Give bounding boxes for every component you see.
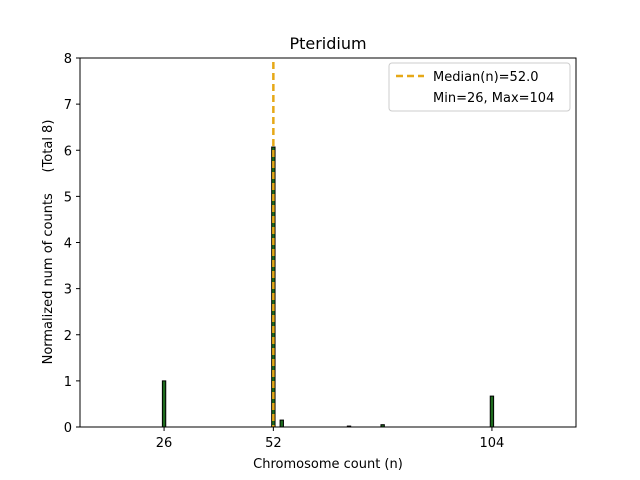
bars-group: [161, 146, 495, 428]
plot-frame: [79, 57, 577, 428]
y-tick-label-4: 4: [64, 237, 72, 252]
chart-title: Pteridium: [289, 34, 366, 53]
bar-104: [489, 395, 495, 428]
y-axis-label: Normalized num of counts (Total 8): [41, 120, 56, 365]
y-tick-label-3: 3: [64, 283, 72, 298]
y-tick-label-8: 8: [64, 52, 72, 67]
x-tick-label-26: 26: [156, 436, 173, 451]
legend: Median(n)=52.0 Min=26, Max=104: [388, 62, 571, 112]
legend-box: [388, 62, 571, 112]
legend-entry-median: Median(n)=52.0: [433, 70, 539, 85]
y-tick-label-5: 5: [64, 190, 72, 205]
y-tick-label-1: 1: [64, 375, 72, 390]
y-tick-label-0: 0: [64, 421, 72, 436]
bar-26: [161, 380, 167, 428]
y-tick-label-2: 2: [64, 329, 72, 344]
x-axis-label: Chromosome count (n): [253, 457, 403, 472]
legend-entry-minmax: Min=26, Max=104: [433, 91, 554, 106]
x-tick-label-104: 104: [480, 436, 505, 451]
y-tick-label-6: 6: [64, 144, 72, 159]
x-ticks: 26 52 104: [156, 427, 505, 451]
x-tick-label-52: 52: [265, 436, 282, 451]
y-ticks: 0 1 2 3 4 5 6 7 8: [64, 52, 80, 436]
bar-54: [279, 419, 284, 428]
y-tick-label-7: 7: [64, 98, 72, 113]
